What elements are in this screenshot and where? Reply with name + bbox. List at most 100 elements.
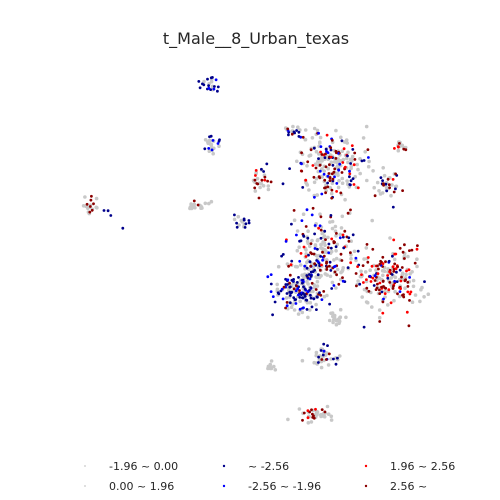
map-point	[307, 188, 311, 192]
map-point	[351, 148, 354, 151]
map-point	[395, 271, 398, 274]
map-point	[333, 266, 336, 269]
map-point	[381, 179, 384, 182]
map-point	[293, 131, 296, 134]
legend-label: 1.96 ~ 2.56	[390, 460, 455, 473]
map-point	[260, 182, 264, 186]
map-point	[329, 275, 333, 279]
map-point	[254, 189, 258, 193]
map-point	[393, 253, 396, 256]
map-point	[328, 243, 331, 246]
map-point	[325, 358, 328, 361]
map-point	[333, 241, 336, 244]
map-point	[311, 282, 314, 285]
map-point	[305, 182, 309, 186]
map-point	[296, 287, 299, 290]
map-point	[299, 308, 302, 311]
map-point	[313, 176, 316, 179]
map-point	[304, 248, 308, 252]
map-point	[388, 281, 391, 284]
map-point	[313, 196, 316, 199]
map-point	[320, 358, 323, 361]
map-point	[267, 184, 271, 188]
map-point	[370, 280, 373, 283]
map-point	[392, 287, 395, 290]
map-point	[324, 238, 327, 241]
map-point	[408, 268, 411, 271]
map-point	[399, 247, 402, 250]
map-point	[416, 248, 419, 251]
map-point	[302, 235, 305, 238]
map-point	[330, 287, 333, 290]
map-point	[333, 316, 337, 320]
map-point	[422, 295, 426, 299]
map-point	[208, 135, 211, 138]
map-point	[306, 240, 310, 244]
map-point	[277, 292, 280, 295]
map-point	[295, 160, 299, 164]
map-point	[341, 181, 345, 185]
map-point	[266, 180, 269, 183]
map-point	[255, 169, 258, 172]
map-point	[306, 267, 309, 270]
map-point	[330, 247, 333, 250]
map-point	[323, 243, 327, 247]
map-point	[291, 279, 294, 282]
map-point	[392, 270, 395, 273]
map-point	[317, 227, 320, 230]
map-point	[316, 129, 320, 133]
map-point	[88, 211, 91, 214]
map-point	[373, 284, 376, 287]
map-point	[313, 233, 316, 236]
map-point	[328, 319, 332, 323]
map-point	[307, 409, 310, 412]
map-point	[86, 203, 89, 206]
map-point	[410, 291, 413, 294]
map-point	[388, 183, 391, 186]
map-point	[274, 368, 278, 372]
map-point	[301, 219, 304, 222]
map-point	[329, 176, 332, 179]
map-point	[392, 239, 395, 242]
map-point	[392, 178, 395, 181]
map-point	[325, 150, 328, 153]
map-point	[217, 86, 220, 89]
map-point	[334, 271, 337, 274]
map-point	[405, 270, 408, 273]
map-point	[320, 215, 323, 218]
map-point	[254, 174, 257, 177]
map-point	[236, 226, 239, 229]
map-point	[335, 157, 338, 160]
map-point	[210, 143, 214, 147]
map-point	[406, 311, 409, 314]
map-point	[321, 259, 324, 262]
map-point	[82, 204, 86, 208]
map-point	[282, 182, 285, 185]
map-point	[263, 179, 266, 182]
map-point	[210, 76, 213, 79]
map-point	[213, 88, 216, 91]
map-point	[306, 160, 309, 163]
map-point	[401, 266, 404, 269]
map-point	[403, 243, 406, 246]
map-point	[329, 269, 332, 272]
map-point	[388, 260, 391, 263]
map-point	[197, 204, 200, 207]
map-point	[309, 294, 312, 297]
map-point	[378, 289, 381, 292]
map-point	[367, 160, 371, 164]
map-point	[291, 125, 295, 129]
map-point	[362, 264, 365, 267]
map-point	[340, 226, 344, 230]
map-point	[323, 179, 326, 182]
map-point	[341, 139, 344, 142]
map-point	[206, 78, 209, 81]
map-point	[299, 263, 303, 267]
map-point	[289, 274, 292, 277]
map-point	[294, 265, 298, 269]
map-point	[295, 234, 298, 237]
map-point	[319, 274, 323, 278]
map-point	[348, 170, 351, 173]
map-point	[380, 286, 383, 289]
map-point	[388, 236, 392, 240]
